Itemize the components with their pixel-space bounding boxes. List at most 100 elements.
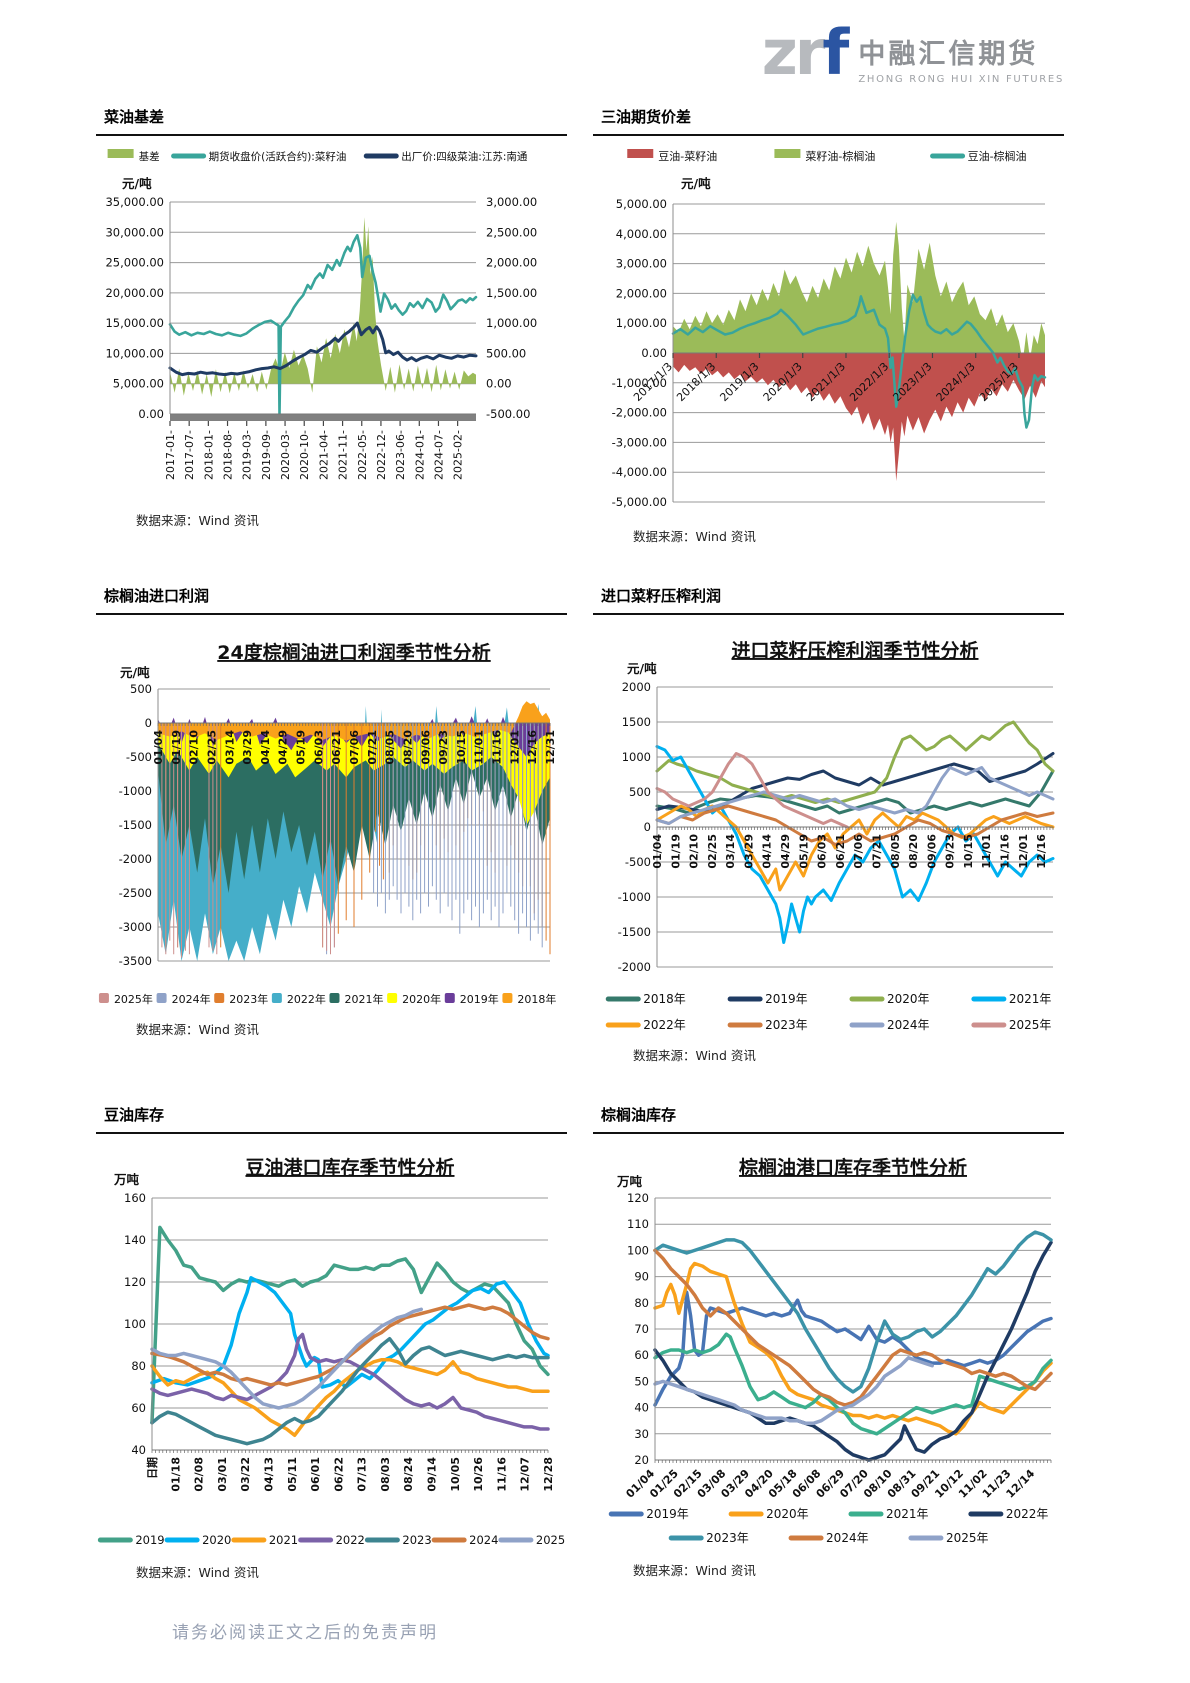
svg-text:0.00: 0.00 [486,377,512,391]
svg-text:500.00: 500.00 [486,346,526,360]
svg-text:08/20: 08/20 [401,730,414,765]
section-header: 豆油库存 [96,1104,567,1134]
svg-text:0.00: 0.00 [138,407,164,421]
svg-text:12/16: 12/16 [526,730,539,765]
svg-text:2025年: 2025年 [1009,1018,1052,1032]
svg-text:-2000: -2000 [119,852,152,866]
svg-text:04/14: 04/14 [259,730,272,765]
svg-text:-3000: -3000 [119,920,152,934]
section-soybean-oil-inventory: 豆油库存 160 140 120 100 80 60 40 日期 01/18 02/08 03/01… [96,1104,567,1581]
svg-text:-500.00: -500.00 [486,407,530,421]
svg-text:01/18: 01/18 [169,1457,182,1492]
svg-text:12/31: 12/31 [544,730,556,765]
rapeseed-oil-basis-chart: 35,000.00 30,000.00 25,000.00 20,000.00 15,0… [105,149,537,480]
svg-text:5,000.00: 5,000.00 [113,377,164,391]
svg-text:09/23: 09/23 [944,834,957,869]
svg-text:160: 160 [124,1191,146,1205]
svg-text:2020-03-: 2020-03- [279,430,292,480]
svg-text:07/06: 07/06 [852,834,865,869]
svg-text:2020-10-: 2020-10- [298,430,311,480]
svg-text:08/20: 08/20 [907,834,920,869]
svg-text:05/19: 05/19 [295,730,308,765]
svg-text:08/05: 08/05 [889,834,902,869]
svg-text:2020年: 2020年 [766,1507,809,1521]
svg-text:-1000: -1000 [618,890,651,904]
svg-text:2024-07-: 2024-07- [432,430,445,480]
svg-text:04/29: 04/29 [779,834,792,869]
svg-text:2023-06-: 2023-06- [394,430,407,480]
svg-text:11/01: 11/01 [473,730,486,765]
svg-text:35,000.00: 35,000.00 [105,195,164,209]
svg-text:2000: 2000 [622,680,651,694]
svg-text:01/19: 01/19 [170,730,183,765]
svg-text:12/01: 12/01 [1017,834,1030,869]
section-header: 棕榈油进口利润 [96,585,567,615]
svg-text:03/14: 03/14 [724,834,737,869]
svg-text:1500: 1500 [622,715,651,729]
svg-text:1000: 1000 [622,750,651,764]
svg-text:12/16: 12/16 [1035,834,1048,869]
svg-text:08/05: 08/05 [384,730,397,765]
svg-text:70: 70 [634,1322,649,1336]
svg-text:02/10: 02/10 [188,730,201,765]
logo-zr-letters: zr [761,16,826,89]
svg-text:2021-04-: 2021-04- [317,430,330,480]
svg-text:2019年: 2019年 [646,1507,689,1521]
svg-text:3,000.00: 3,000.00 [616,257,667,271]
svg-text:120: 120 [124,1275,146,1289]
svg-text:期货收盘价(活跃合约):菜籽油: 期货收盘价(活跃合约):菜籽油 [209,150,347,163]
svg-text:06/03: 06/03 [816,834,829,869]
svg-text:01/04: 01/04 [651,834,664,869]
svg-text:出厂价:四级菜油:江苏:南通: 出厂价:四级菜油:江苏:南通 [401,150,528,163]
svg-text:2023年: 2023年 [229,992,268,1006]
svg-text:2,500.00: 2,500.00 [486,225,537,239]
svg-text:-1500: -1500 [618,925,651,939]
svg-text:2025年: 2025年 [946,1531,989,1545]
svg-text:0: 0 [145,716,152,730]
svg-text:02/25: 02/25 [205,730,218,765]
palm-oil-import-profit-chart: 500 0 -500 -1000 -1500 -2000 -2500 -3000 -3500 01… [98,641,556,1006]
svg-text:11/16: 11/16 [999,834,1012,869]
svg-text:2022-05-: 2022-05- [356,430,369,480]
svg-text:06/01: 06/01 [309,1457,322,1492]
svg-text:100: 100 [627,1243,649,1257]
svg-text:06/21: 06/21 [834,834,847,869]
svg-text:06/21: 06/21 [330,730,343,765]
svg-text:08/24: 08/24 [402,1457,415,1492]
svg-text:09/23: 09/23 [437,730,450,765]
svg-text:10,000.00: 10,000.00 [105,346,164,360]
svg-text:05/11: 05/11 [286,1457,299,1492]
svg-text:02/08: 02/08 [193,1457,206,1492]
svg-text:2021-11-: 2021-11- [337,430,350,480]
svg-text:12/07: 12/07 [519,1457,532,1492]
svg-text:-1500: -1500 [119,818,152,832]
svg-text:2025-02-: 2025-02- [452,430,465,480]
svg-text:-3,000.00: -3,000.00 [612,435,667,449]
svg-text:2019年: 2019年 [460,992,499,1006]
svg-text:02/10: 02/10 [688,834,701,869]
svg-text:24度棕榈油进口利润季节性分析: 24度棕榈油进口利润季节性分析 [217,641,490,664]
svg-text:20: 20 [634,1453,649,1467]
svg-text:2020: 2020 [202,1533,231,1547]
svg-text:2022年: 2022年 [1006,1507,1049,1521]
data-source: 数据来源：Wind 资讯 [633,1048,756,1063]
svg-text:豆油-棕榈油: 豆油-棕榈油 [968,149,1027,163]
section-header: 菜油基差 [96,106,567,136]
svg-text:11/01: 11/01 [980,834,993,869]
svg-text:30: 30 [634,1427,649,1441]
svg-text:2021年: 2021年 [1009,992,1052,1006]
svg-text:03/14: 03/14 [223,730,236,765]
svg-text:元/吨: 元/吨 [120,665,150,680]
svg-text:2,000.00: 2,000.00 [616,286,667,300]
svg-text:15,000.00: 15,000.00 [105,316,164,330]
svg-text:07/13: 07/13 [356,1457,369,1492]
svg-text:01/19: 01/19 [669,834,682,869]
svg-text:12/28: 12/28 [542,1457,555,1492]
svg-text:0: 0 [644,820,651,834]
svg-text:09/06: 09/06 [925,834,938,869]
svg-text:2023: 2023 [402,1533,431,1547]
svg-text:2018年: 2018年 [517,992,556,1006]
svg-text:2019: 2019 [135,1533,164,1547]
